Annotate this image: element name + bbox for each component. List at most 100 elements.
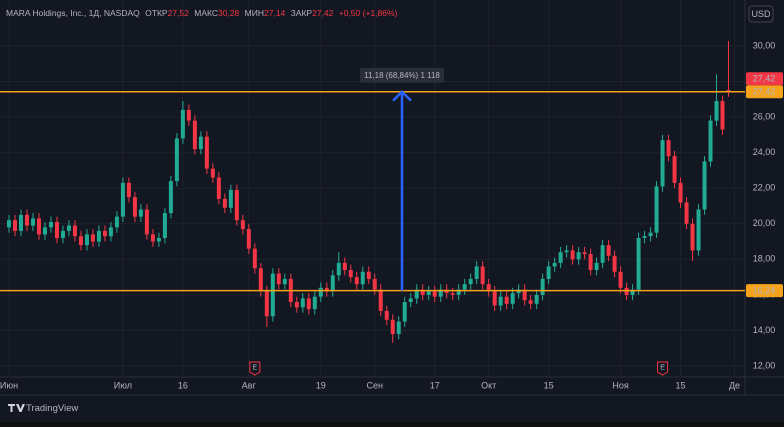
candle-body: [582, 252, 587, 254]
candle-body: [546, 266, 551, 279]
candle-body: [666, 140, 671, 157]
candle-body: [246, 229, 251, 249]
candle-body: [360, 271, 365, 285]
event-label: E: [252, 364, 257, 371]
candle-body: [150, 234, 155, 242]
level-tag: [746, 284, 783, 298]
x-tick-label: 17: [430, 380, 440, 390]
candle-body: [372, 278, 377, 290]
candle-body: [30, 218, 35, 226]
candle-body: [306, 298, 311, 310]
x-tick-label: Де: [729, 380, 740, 390]
candle-body: [726, 90, 731, 92]
candle-body: [90, 234, 95, 242]
header-label: МАКС: [194, 8, 218, 18]
candle-body: [684, 202, 689, 224]
candle-body: [258, 268, 263, 292]
candle-body: [702, 161, 707, 210]
candle-body: [630, 289, 635, 295]
candle-body: [528, 300, 533, 304]
measure-label: 11,18 (68,84%) 1 118: [364, 71, 440, 80]
candle-body: [66, 225, 71, 231]
x-tick-label: Авг: [242, 380, 257, 390]
candle-body: [390, 319, 395, 335]
candle-body: [462, 284, 467, 290]
candle-body: [450, 293, 455, 295]
candle-body: [330, 275, 335, 292]
candle-body: [24, 214, 29, 226]
candle-body: [312, 296, 317, 310]
currency[interactable]: USD: [751, 9, 771, 19]
candle-body: [234, 189, 239, 221]
candle-body: [708, 120, 713, 162]
candle-body: [414, 289, 419, 299]
candle-body: [186, 109, 191, 121]
candle-body: [96, 230, 101, 242]
currency-box[interactable]: [748, 5, 774, 23]
candle-body: [690, 223, 695, 251]
candle-body: [84, 234, 89, 246]
x-tick-label: Сен: [367, 380, 384, 390]
candle-body: [294, 302, 299, 308]
grid: [0, 0, 745, 377]
candle-body: [618, 271, 623, 288]
candle-body: [492, 291, 497, 306]
y-tick-label: 24,00: [753, 147, 776, 157]
candle-body: [348, 270, 353, 278]
candle-body: [720, 101, 725, 130]
measure-arrowhead: [392, 90, 412, 102]
candle-body: [426, 291, 431, 295]
candle-body: [102, 230, 107, 237]
candle-body: [222, 198, 227, 208]
candle-body: [168, 181, 173, 214]
header-value: 27,52: [168, 8, 190, 18]
candle-body: [42, 227, 47, 235]
candle-body: [588, 253, 593, 270]
candle-body: [300, 298, 305, 308]
candle-body: [456, 289, 461, 295]
candle-body: [108, 227, 113, 237]
level-tag: [746, 85, 783, 99]
candle-body: [480, 266, 485, 285]
candle-body: [468, 278, 473, 285]
candle-body: [648, 232, 653, 237]
candle-body: [324, 287, 329, 292]
candle-body: [660, 140, 665, 187]
x-tick-label: Июл: [114, 380, 132, 390]
candle-body: [72, 225, 77, 237]
candle-body: [264, 291, 269, 317]
candle-body: [114, 216, 119, 228]
candle-body: [180, 109, 185, 139]
candle-body: [240, 220, 245, 230]
event-label: E: [660, 364, 665, 371]
candle-body: [558, 252, 563, 263]
event-marker: [657, 361, 669, 376]
candle-body: [6, 220, 11, 228]
candle-body: [552, 262, 557, 267]
candle-body: [270, 273, 275, 317]
candle-body: [678, 182, 683, 203]
last-price-label: 27,42: [753, 74, 776, 84]
candle-body: [228, 189, 233, 208]
candle-body: [564, 250, 569, 253]
candle-body: [570, 250, 575, 260]
candle-body: [342, 262, 347, 270]
candle-body: [396, 321, 401, 335]
candle-body: [132, 197, 137, 217]
plot: [6, 40, 731, 343]
candle-body: [510, 293, 515, 304]
candle-body: [498, 296, 503, 306]
level-tag-label: 16,24: [753, 286, 776, 296]
header-title: MARA Holdings, Inc., 1Д, NASDAQ: [6, 8, 140, 18]
candle-body: [714, 101, 719, 121]
y-tick-label: 14,00: [753, 325, 776, 335]
y-tick-label: 26,00: [753, 111, 776, 121]
candle-body: [432, 291, 437, 297]
candle-body: [408, 298, 413, 303]
candle-body: [576, 252, 581, 260]
x-tick-label: 19: [316, 380, 326, 390]
candle-body: [126, 182, 131, 198]
header-label: ЗАКР: [291, 8, 313, 18]
candle-body: [156, 237, 161, 242]
